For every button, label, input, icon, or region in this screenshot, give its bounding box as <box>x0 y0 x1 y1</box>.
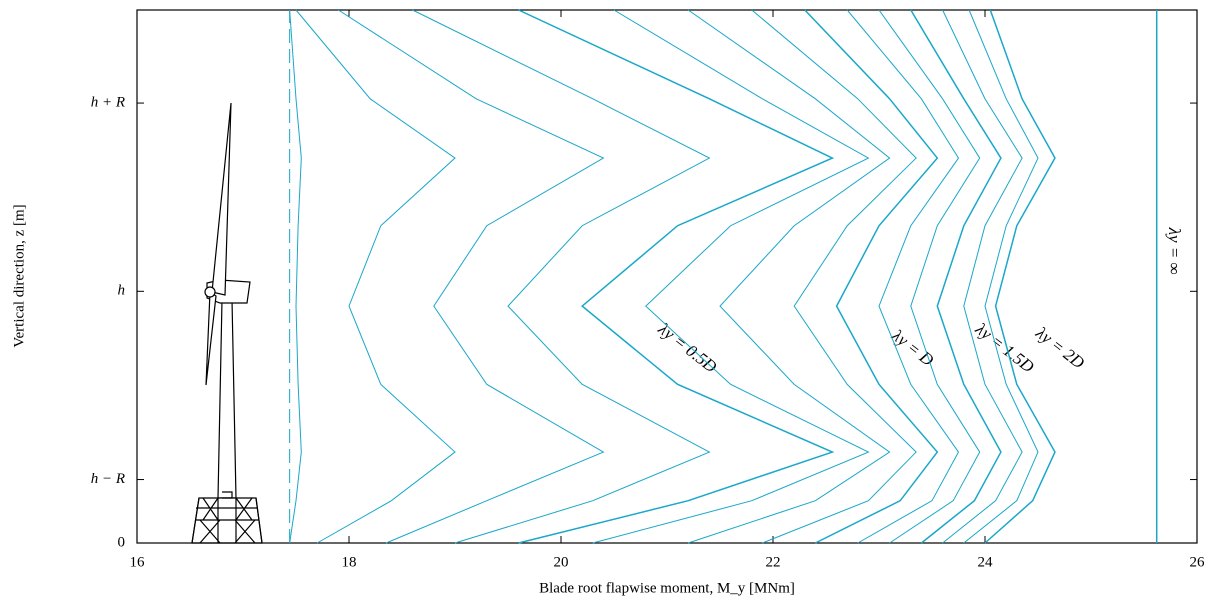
x-tick-label: 26 <box>1190 554 1206 570</box>
curve-label: λy = 0.5D <box>654 319 721 377</box>
contour-line <box>910 9 1002 544</box>
y-tick-label: h + R <box>91 95 125 111</box>
contour-line <box>878 9 981 544</box>
x-tick-label: 18 <box>342 554 357 570</box>
turbine <box>191 102 263 544</box>
contour-line <box>804 9 939 544</box>
x-tick-label: 24 <box>978 554 994 570</box>
x-axis-label: Blade root flapwise moment, M_y [MNm] <box>539 580 795 596</box>
y-tick-label: h − R <box>91 471 125 487</box>
contour-line <box>846 9 960 544</box>
y-tick-label: h <box>118 283 126 299</box>
contour-line <box>963 9 1039 544</box>
contour-line <box>592 9 870 544</box>
contour-line <box>295 9 456 544</box>
contour-line <box>412 9 711 544</box>
x-tick-label: 20 <box>554 554 569 570</box>
plot-frame <box>136 9 1198 544</box>
contour-line <box>942 9 1023 544</box>
contour-line <box>984 9 1056 544</box>
contour-line <box>751 9 917 544</box>
y-axis-label: Vertical direction, z [m] <box>11 204 27 347</box>
curve-label: λy = 1.5D <box>971 319 1038 377</box>
curve-label: λy = 2D <box>1032 323 1089 373</box>
x-tick-label: 22 <box>766 554 781 570</box>
contour-line <box>687 9 891 544</box>
contour-line <box>518 9 835 544</box>
x-tick-label: 16 <box>130 554 146 570</box>
y-tick-label: 0 <box>118 534 126 550</box>
contour-line <box>289 9 302 544</box>
curve-label: λy = ∞ <box>1165 227 1184 275</box>
contour-line <box>338 9 605 544</box>
